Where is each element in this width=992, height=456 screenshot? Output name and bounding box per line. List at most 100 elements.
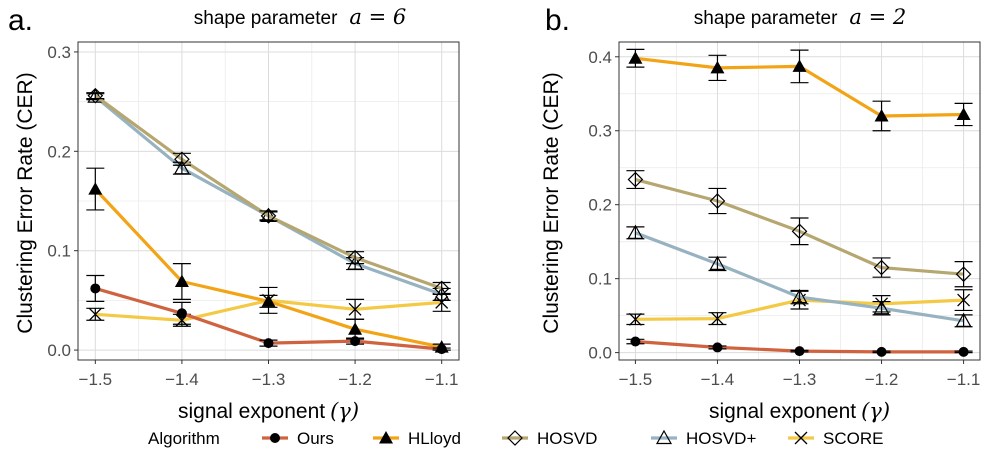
legend-key-marker — [794, 431, 808, 445]
data-point — [876, 346, 887, 357]
data-point — [712, 342, 723, 353]
data-point — [710, 312, 724, 326]
data-point — [436, 344, 447, 355]
x-axis-label-text: signal exponent — [709, 400, 856, 423]
data-point — [709, 255, 726, 270]
chart-title-math: a = 2 — [849, 5, 906, 29]
data-point — [347, 249, 363, 266]
legend-label: HLloyd — [408, 429, 461, 448]
error-bar — [259, 210, 278, 222]
x-tick-label: −1.5 — [619, 370, 653, 389]
x-tick-label: −1.3 — [252, 370, 286, 389]
x-tick-label: −1.4 — [165, 370, 199, 389]
legend-title: Algorithm — [148, 429, 220, 448]
series-ours — [626, 336, 973, 357]
data-point — [792, 59, 807, 72]
data-point — [260, 208, 277, 224]
panel-a: 0.0 0.1 0.2 0.3 −1.5 −1.4 −1.3 −1.2 −1.1 a. shape … — [8, 4, 460, 423]
data-point — [433, 280, 450, 297]
chart-title: shape parameter a = 2 — [694, 5, 906, 29]
legend-item-hosvd: HOSVD — [502, 429, 597, 448]
y-tick-label: 0.0 — [588, 344, 612, 363]
gridlines — [619, 42, 980, 360]
legend-label: HOSVD+ — [686, 429, 756, 448]
error-bar — [790, 217, 809, 246]
panel-label: b. — [545, 4, 570, 37]
data-point — [174, 274, 189, 287]
data-point — [873, 300, 890, 315]
series-hlloyd — [626, 48, 973, 132]
data-point — [874, 108, 889, 122]
data-point — [90, 283, 101, 294]
y-tick-label: 0.1 — [47, 242, 71, 261]
data-point — [433, 286, 450, 301]
x-tick-label: −1.1 — [425, 370, 459, 389]
legend-key-marker — [270, 433, 280, 443]
y-axis-label: Clustering Error Rate (CER) — [540, 72, 563, 333]
data-point — [347, 255, 364, 270]
y-tick-label: 0.4 — [588, 48, 612, 67]
y-tick-label: 0.3 — [588, 122, 612, 141]
x-axis-label-math: (γ) — [861, 399, 890, 423]
x-tick-label: −1.2 — [338, 370, 372, 389]
data-point — [348, 302, 362, 316]
legend: Algorithm Ours HLloyd HOSVD HOSVD+ SCORE — [148, 429, 883, 448]
data-point — [873, 259, 890, 276]
error-bar — [954, 261, 973, 288]
x-tick-label: −1.2 — [865, 370, 899, 389]
data-point — [791, 288, 808, 304]
data-point — [956, 107, 971, 120]
data-point — [791, 223, 808, 240]
data-point — [957, 293, 971, 307]
data-point — [958, 346, 969, 357]
legend-item-hlloyd: HLloyd — [373, 429, 461, 448]
series-hosvd — [626, 170, 973, 288]
data-point — [87, 87, 104, 104]
series-hosvd-plus — [626, 224, 973, 328]
y-axis-label: Clustering Error Rate (CER) — [14, 72, 37, 333]
legend-label: Ours — [297, 429, 334, 448]
legend-key-marker — [655, 429, 673, 445]
data-point — [174, 151, 190, 168]
data-point — [348, 322, 363, 335]
chart-title: shape parameter a = 6 — [194, 5, 406, 29]
chart-title-math: a = 6 — [349, 5, 406, 29]
legend-key-marker — [379, 431, 393, 444]
data-point — [263, 338, 274, 349]
data-point — [794, 346, 805, 357]
error-bar — [708, 187, 727, 215]
error-bar — [346, 251, 365, 265]
legend-label: SCORE — [823, 429, 883, 448]
data-point — [630, 336, 641, 347]
legend-item-ours: Ours — [262, 429, 334, 448]
data-point — [261, 294, 276, 307]
y-tick-label: 0.0 — [47, 341, 71, 360]
error-bar — [86, 92, 105, 100]
legend-item-hosvd-plus: HOSVD+ — [651, 429, 756, 448]
x-axis-label-math: (γ) — [330, 399, 359, 423]
data-point — [710, 60, 725, 74]
data-point — [435, 295, 449, 309]
x-tick-label: −1.3 — [783, 370, 817, 389]
x-tick-label: −1.1 — [947, 370, 981, 389]
error-bar — [626, 170, 645, 190]
x-axis-label-text: signal exponent — [178, 400, 325, 423]
y-tick-label: 0.2 — [588, 196, 612, 215]
data-point — [709, 193, 726, 209]
x-axis-label: signal exponent (γ) — [709, 399, 890, 423]
data-point — [176, 308, 187, 319]
legend-label: HOSVD — [537, 429, 597, 448]
legend-item-score: SCORE — [788, 429, 883, 448]
data-point — [628, 51, 643, 64]
panel-b: 0.0 0.1 0.2 0.3 0.4 −1.5 −1.4 −1.3 −1.2 −1.1 b. sha… — [540, 4, 981, 423]
data-point — [627, 171, 644, 188]
x-tick-label: −1.5 — [79, 370, 113, 389]
panel-label: a. — [8, 4, 33, 37]
y-tick-label: 0.1 — [588, 270, 612, 289]
x-tick-label: −1.4 — [701, 370, 735, 389]
y-tick-label: 0.3 — [47, 43, 71, 62]
error-bar — [432, 281, 451, 296]
y-tick-label: 0.2 — [47, 142, 71, 161]
